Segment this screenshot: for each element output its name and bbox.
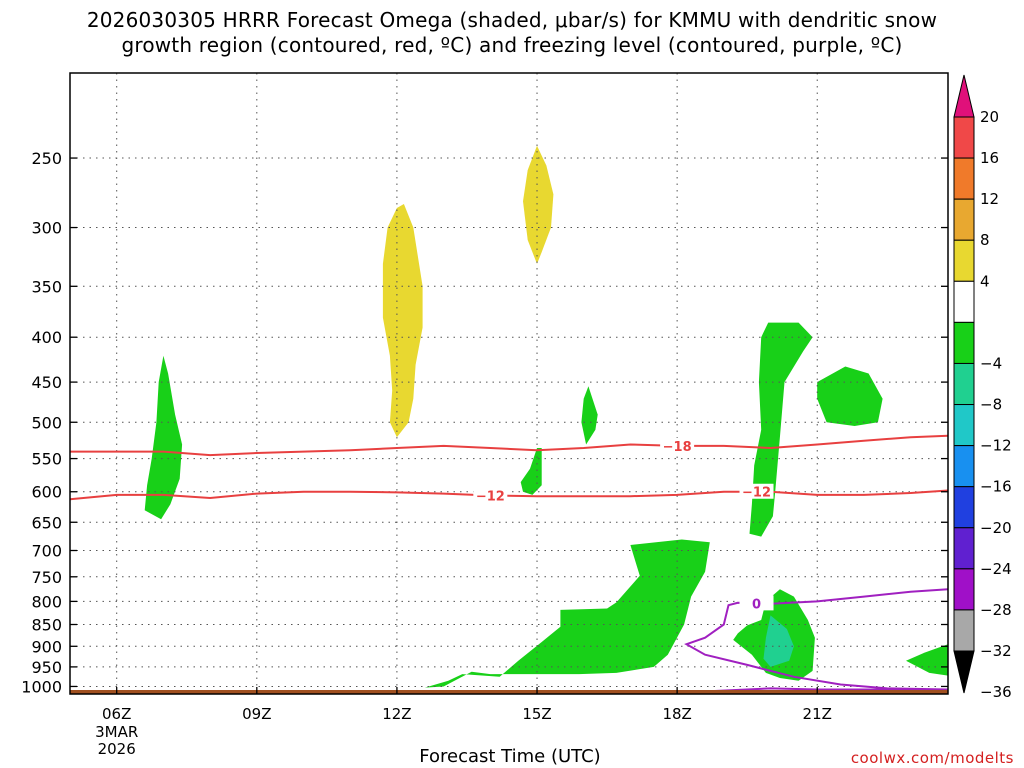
colorbar-band-7 (953, 404, 975, 447)
omega-region-9 (763, 615, 794, 667)
y-axis: 250 300 350 400 450 500 550 600 650 700 750 800 850 9… (21, 149, 948, 696)
colorbar-label-1: 16 (980, 149, 999, 167)
chart-title: 2026030305 HRRR Forecast Omega (shaded, … (0, 8, 1024, 58)
contour-label-0: −18 (663, 440, 692, 455)
y-tick-label-850: 850 (31, 616, 62, 635)
colorbar-label-12: −32 (980, 642, 1012, 660)
omega-region-3 (581, 386, 598, 445)
y-tick-label-450: 450 (31, 373, 62, 392)
colorbar-band-5 (953, 321, 975, 364)
colorbar: 20 16 12 8 4 −4 −8 −12 −16 −20 −24 −28 −32 −36 (953, 74, 1012, 701)
omega-region-1 (523, 145, 554, 264)
y-tick-label-550: 550 (31, 450, 62, 469)
y-tick-label-600: 600 (31, 483, 62, 502)
colorbar-label-13: −36 (980, 683, 1012, 701)
surface-bar (70, 689, 948, 694)
y-tick-label-750: 750 (31, 568, 62, 587)
x-axis-label: Forecast Time (UTC) (419, 746, 601, 767)
omega-region-4 (520, 448, 542, 495)
contour-lines: −18 −12 −12 0 (69, 434, 949, 692)
omega-region-5 (749, 322, 813, 537)
contour-2 (684, 588, 949, 691)
x-tick-label-18: 18Z (662, 705, 691, 723)
colorbar-under-triangle (953, 650, 975, 694)
colorbar-band-2 (953, 198, 975, 241)
colorbar-band-12 (953, 609, 975, 652)
y-tick-label-800: 800 (31, 592, 62, 611)
omega-shaded-regions (144, 145, 948, 688)
plot-frame (69, 72, 949, 695)
colorbar-label-11: −28 (980, 601, 1012, 619)
credit-text: coolwx.com/modelts (850, 749, 1014, 767)
x-tick-label-12: 12Z (382, 705, 411, 723)
colorbar-band-3 (953, 239, 975, 282)
contour-label-bg-1 (473, 487, 508, 503)
omega-region-7 (424, 539, 710, 688)
title-line-2: growth region (contoured, red, ºC) and f… (121, 33, 903, 57)
colorbar-label-4: 4 (980, 272, 990, 290)
x-tick-label-9: 09Z (242, 705, 271, 723)
y-tick-label-350: 350 (31, 277, 62, 296)
omega-region-0 (382, 204, 423, 438)
contour-label-bg-0 (660, 437, 695, 453)
colorbar-band-0 (953, 116, 975, 159)
colorbar-label-5: −4 (980, 354, 1002, 372)
colorbar-label-8: −16 (980, 478, 1012, 496)
x-tick-sublabel-0: 3MAR (95, 723, 138, 741)
colorbar-band-1 (953, 157, 975, 200)
x-tick-sublabel-1: 2026 (98, 740, 136, 758)
colorbar-band-4 (953, 280, 975, 323)
y-tick-label-400: 400 (31, 328, 62, 347)
title-line-1: 2026030305 HRRR Forecast Omega (shaded, … (86, 8, 938, 32)
colorbar-label-6: −8 (980, 396, 1002, 414)
y-tick-label-1000: 1000 (21, 677, 62, 696)
contour-label-bg-3 (739, 595, 774, 611)
x-tick-label-15: 15Z (522, 705, 551, 723)
colorbar-over-triangle (953, 74, 975, 118)
contour-label-1: −12 (476, 490, 505, 505)
contour-1 (69, 489, 949, 501)
contour-label-3: 0 (752, 597, 761, 612)
contour-label-bg-2 (739, 483, 774, 499)
x-tick-label-6: 06Z (102, 705, 131, 723)
colorbar-label-2: 12 (980, 190, 999, 208)
colorbar-label-10: −24 (980, 560, 1012, 578)
y-tick-label-650: 650 (31, 513, 62, 532)
colorbar-band-6 (953, 362, 975, 406)
colorbar-band-9 (953, 486, 975, 529)
colorbar-label-0: 20 (980, 108, 999, 126)
y-tick-label-900: 900 (31, 637, 62, 656)
y-tick-label-300: 300 (31, 219, 62, 238)
colorbar-label-9: −20 (980, 519, 1012, 537)
omega-region-10 (906, 644, 948, 676)
colorbar-band-8 (953, 445, 975, 488)
omega-region-2 (144, 355, 183, 520)
colorbar-band-10 (953, 527, 975, 570)
surface-ground (70, 689, 948, 694)
contour-0 (70, 434, 949, 457)
y-tick-label-250: 250 (31, 149, 62, 168)
colorbar-label-3: 8 (980, 231, 990, 249)
y-tick-label-700: 700 (31, 542, 62, 561)
y-tick-label-500: 500 (31, 413, 62, 432)
x-tick-label-21: 21Z (803, 705, 832, 723)
contour-label-2: −12 (742, 486, 771, 501)
colorbar-label-7: −12 (980, 437, 1012, 455)
colorbar-band-11 (953, 568, 975, 611)
y-tick-label-950: 950 (31, 658, 62, 677)
omega-region-6 (817, 366, 883, 426)
